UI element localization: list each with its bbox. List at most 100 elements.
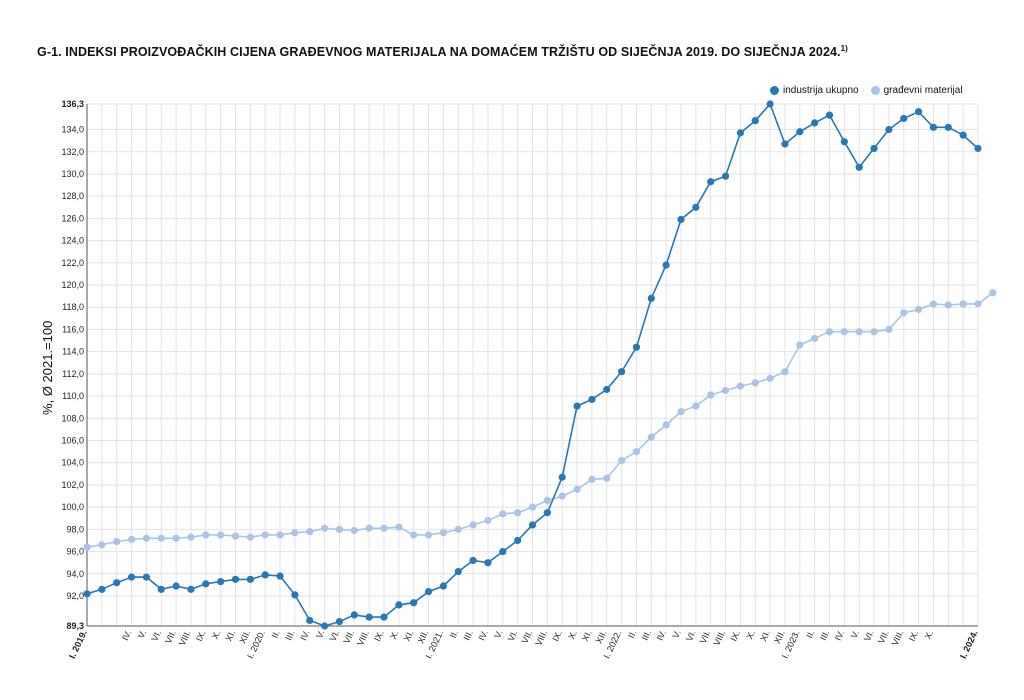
- legend-label-industrija: industrija ukupno: [783, 85, 859, 96]
- data-point-gradjevni: [454, 525, 462, 533]
- x-tick-label: X.: [744, 629, 757, 641]
- data-point-industrija: [662, 261, 670, 269]
- x-tick-label: X.: [923, 629, 936, 641]
- data-point-gradjevni: [915, 305, 923, 314]
- data-point-gradjevni: [707, 391, 715, 399]
- data-point-industrija: [766, 100, 774, 108]
- data-point-gradjevni: [603, 474, 611, 482]
- data-point-gradjevni: [350, 526, 358, 535]
- x-tick-label: IV.: [120, 629, 133, 642]
- data-point-industrija: [365, 613, 373, 621]
- data-point-industrija: [231, 575, 240, 583]
- x-tick-label: V.: [314, 629, 326, 640]
- legend: industrija ukupno građevni materijal: [770, 85, 963, 96]
- x-tick-label: III.: [640, 629, 653, 642]
- y-tick-label: 102,0: [61, 480, 84, 490]
- data-point-gradjevni: [261, 531, 269, 539]
- legend-item-gradjevni[interactable]: građevni materijal: [870, 85, 963, 96]
- data-point-gradjevni: [127, 535, 136, 543]
- y-tick-label: 126,0: [61, 213, 84, 223]
- data-point-gradjevni: [677, 408, 685, 416]
- y-tick-label: 106,0: [61, 436, 84, 446]
- y-tick-label: 132,0: [61, 147, 84, 157]
- x-tick-label: IX.: [372, 629, 386, 643]
- x-tick-label: XI.: [402, 629, 416, 643]
- data-point-industrija: [98, 585, 106, 593]
- data-point-gradjevni: [781, 368, 789, 376]
- data-point-industrija: [974, 144, 982, 153]
- data-point-industrija: [929, 123, 938, 131]
- data-point-gradjevni: [618, 456, 626, 465]
- data-point-gradjevni: [276, 531, 284, 539]
- data-point-gradjevni: [989, 289, 997, 297]
- data-point-gradjevni: [172, 534, 180, 542]
- data-point-gradjevni: [202, 531, 210, 539]
- data-point-gradjevni: [692, 402, 700, 410]
- data-point-gradjevni: [632, 448, 641, 456]
- y-tick-label: 124,0: [61, 236, 84, 246]
- data-point-gradjevni: [825, 328, 834, 336]
- data-point-gradjevni: [335, 525, 344, 533]
- y-tick-label: 120,0: [61, 280, 84, 290]
- data-point-industrija: [959, 131, 967, 139]
- data-point-gradjevni: [291, 529, 299, 537]
- y-tick-label: 100,0: [61, 502, 84, 512]
- x-tick-label: IV.: [655, 629, 668, 642]
- data-point-industrija: [781, 140, 789, 148]
- data-point-gradjevni: [885, 325, 893, 334]
- data-point-industrija: [187, 585, 195, 593]
- x-tick-label: VI.: [862, 629, 876, 643]
- data-point-gradjevni: [796, 341, 804, 349]
- data-point-industrija: [870, 144, 878, 153]
- x-tick-label: V.: [492, 629, 504, 640]
- data-point-industrija: [246, 575, 254, 583]
- data-point-industrija: [543, 509, 551, 517]
- x-tick-label: VIII.: [890, 629, 906, 648]
- y-tick-label: 112,0: [62, 369, 84, 379]
- data-point-industrija: [721, 172, 730, 180]
- legend-item-industrija[interactable]: industrija ukupno: [770, 85, 859, 96]
- data-point-industrija: [424, 587, 433, 596]
- data-point-gradjevni: [840, 328, 848, 336]
- data-point-industrija: [410, 599, 418, 607]
- data-point-industrija: [707, 178, 715, 186]
- y-tick-label: 104,0: [61, 458, 84, 468]
- x-tick-label: IX.: [907, 629, 921, 643]
- data-point-gradjevni: [751, 379, 759, 387]
- y-tick-label: 108,0: [61, 413, 84, 423]
- x-tick-label: III.: [283, 629, 296, 642]
- x-tick-label: III.: [462, 629, 475, 642]
- data-point-gradjevni: [142, 534, 150, 542]
- data-point-industrija: [113, 579, 121, 587]
- data-point-gradjevni: [558, 492, 566, 500]
- x-tick-label: IV.: [833, 629, 846, 642]
- data-point-gradjevni: [157, 534, 165, 542]
- legend-marker-industrija: [770, 86, 779, 95]
- x-tick-label: IX.: [194, 629, 208, 643]
- data-point-industrija: [900, 114, 908, 123]
- data-point-industrija: [618, 368, 626, 376]
- data-point-industrija: [751, 117, 759, 125]
- x-tick-label: X.: [210, 629, 223, 641]
- x-tick-label: IV.: [298, 629, 311, 642]
- x-tick-label: VII.: [698, 629, 713, 645]
- data-point-gradjevni: [766, 374, 774, 382]
- x-tick-label: IX.: [550, 629, 564, 643]
- y-tick-label: 114,0: [62, 347, 84, 357]
- data-point-gradjevni: [365, 524, 373, 532]
- data-point-industrija: [736, 129, 745, 137]
- data-point-industrija: [217, 577, 225, 586]
- x-tick-label: VII.: [163, 629, 178, 645]
- data-point-industrija: [439, 582, 447, 590]
- data-point-gradjevni: [83, 543, 91, 551]
- data-point-industrija: [647, 294, 655, 302]
- data-point-industrija: [692, 203, 700, 211]
- data-point-industrija: [202, 580, 210, 588]
- data-point-gradjevni: [395, 523, 403, 531]
- chart-title: G-1. INDEKSI PROIZVOĐAČKIH CIJENA GRAĐEV…: [37, 44, 848, 60]
- legend-label-gradjevni: građevni materijal: [883, 85, 963, 96]
- data-point-industrija: [514, 536, 522, 545]
- data-point-gradjevni: [469, 521, 477, 529]
- data-point-gradjevni: [662, 421, 670, 429]
